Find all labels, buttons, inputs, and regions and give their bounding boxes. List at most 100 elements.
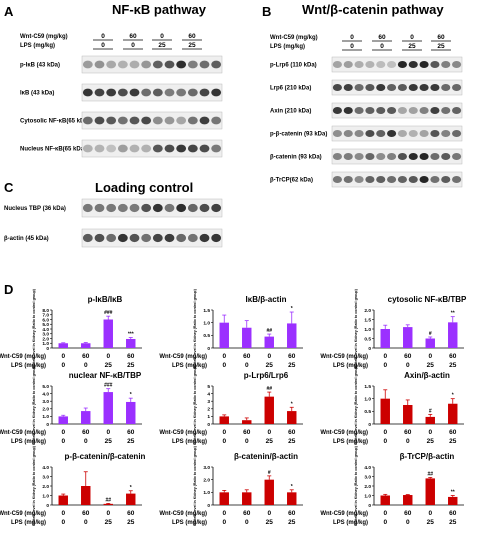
bar xyxy=(126,493,136,505)
panel-b-blot-membrane xyxy=(331,125,463,142)
x-row-label: LPS (mg/kg) xyxy=(333,363,368,369)
panel-c-blot-band xyxy=(141,203,152,213)
panel-a-blot-band xyxy=(164,144,175,153)
bar xyxy=(425,338,435,348)
panel-b-blot-band xyxy=(452,84,462,91)
significance-mark: ### xyxy=(104,383,113,389)
panel-b-blot-band xyxy=(354,130,364,137)
x-lps-value: 0 xyxy=(245,438,249,445)
bar xyxy=(242,327,252,348)
y-tick-label: 0.5 xyxy=(203,333,210,339)
significance-mark: ### xyxy=(104,310,113,316)
panel-b-blot-band xyxy=(365,176,375,183)
panel-b-blot-band xyxy=(419,153,429,160)
y-tick-label: 3.0 xyxy=(42,474,49,480)
y-tick-label: 1 xyxy=(207,414,210,420)
panel-b-blot-band xyxy=(408,107,418,114)
bar xyxy=(242,420,252,424)
x-lps-value: 0 xyxy=(383,438,387,445)
bar xyxy=(448,496,458,505)
panel-a-blot-band xyxy=(164,60,175,69)
panel-b-blot-band xyxy=(387,107,397,114)
x-lps-value: 25 xyxy=(266,362,274,369)
panel-b-blot-membrane xyxy=(331,79,463,96)
y-tick-label: 0.5 xyxy=(364,409,371,415)
panel-b-blot-band xyxy=(430,107,440,114)
y-tick-label: 0 xyxy=(368,503,371,509)
panel-d-charts: p-IκB/IκB Protein level in Kidney (Ratio … xyxy=(0,288,467,526)
x-lps-value: 0 xyxy=(406,438,410,445)
panel-a-blot-membrane xyxy=(81,111,223,130)
bar-chart: cytosolic NF-κB/TBP Protein level in Kidn… xyxy=(320,288,467,369)
panel-c-blot-band xyxy=(117,203,128,213)
x-wnt-value: 0 xyxy=(383,429,387,436)
panel-b-blot-band xyxy=(387,61,397,68)
significance-mark: ** xyxy=(451,490,455,496)
bar xyxy=(242,492,252,505)
panel-a-blot-band xyxy=(82,60,93,69)
x-wnt-value: 0 xyxy=(106,353,110,360)
bar xyxy=(219,416,229,424)
panel-b-blot-band xyxy=(365,130,375,137)
bar xyxy=(425,416,435,424)
panel-b-blot-band xyxy=(387,130,397,137)
panel-a-blot-band xyxy=(199,116,210,125)
panel-b-value: 60 xyxy=(437,34,445,41)
x-row-label: LPS (mg/kg) xyxy=(11,439,46,445)
panel-c-blot-label: β-actin (45 kDa) xyxy=(4,236,49,242)
bar xyxy=(403,405,413,424)
x-lps-value: 0 xyxy=(61,519,65,526)
panel-b-blot-band xyxy=(365,153,375,160)
panel-a-value: 0 xyxy=(101,33,105,40)
panel-c-blot-band xyxy=(129,233,140,243)
bar xyxy=(219,492,229,505)
panel-b-blot-band xyxy=(397,176,407,183)
bar-chart: β-catenin/β-actin Protein level in Kidney… xyxy=(159,445,303,526)
bar xyxy=(287,323,297,348)
y-tick-label: 1.0 xyxy=(203,320,210,326)
panel-a-blot-band xyxy=(187,144,198,153)
y-tick-label: 2.0 xyxy=(42,336,49,342)
panel-a-blot-band xyxy=(94,60,105,69)
panel-c-title: Loading control xyxy=(95,180,193,195)
x-wnt-value: 60 xyxy=(82,353,90,360)
panel-c-blot-band xyxy=(129,203,140,213)
x-lps-value: 25 xyxy=(449,362,457,369)
panel-a-blot-band xyxy=(106,88,117,97)
panel-a-blot-band xyxy=(117,60,128,69)
bar xyxy=(425,478,435,505)
x-lps-value: 0 xyxy=(222,438,226,445)
bar xyxy=(126,338,136,348)
y-tick-label: 5.0 xyxy=(42,384,49,390)
x-row-label: Wnt-C59 (mg/kg) xyxy=(0,354,46,360)
panel-b-blot-band xyxy=(452,176,462,183)
panel-a-blot-membrane xyxy=(81,83,223,102)
panel-b-blot-band xyxy=(397,130,407,137)
x-wnt-value: 60 xyxy=(449,429,457,436)
y-tick-label: 2 xyxy=(207,407,210,413)
y-tick-label: 4.0 xyxy=(42,391,49,397)
panel-b-blot-band xyxy=(376,61,386,68)
bar-chart: IκB/β-actin Protein level in Kidney (Rati… xyxy=(159,288,303,369)
panel-c-blot-label: Nucleus TBP (36 kDa) xyxy=(4,206,66,212)
bar xyxy=(81,411,91,424)
panel-a-blot-band xyxy=(141,144,152,153)
y-tick-label: 2.0 xyxy=(42,407,49,413)
y-tick-label: 0 xyxy=(207,422,210,428)
bar-chart: Axin/β-actin Protein level in Kidney (Rat… xyxy=(320,364,464,445)
panel-a-value: 25 xyxy=(188,42,196,49)
x-lps-value: 25 xyxy=(127,438,135,445)
bar xyxy=(219,322,229,348)
x-row-label: Wnt-C59 (mg/kg) xyxy=(320,430,368,436)
x-lps-value: 0 xyxy=(61,362,65,369)
panel-b-value: 60 xyxy=(378,34,386,41)
x-wnt-value: 0 xyxy=(61,429,65,436)
x-wnt-value: 60 xyxy=(404,429,412,436)
panel-b-blot-label: p-Lrp6 (110 kDa) xyxy=(270,63,317,69)
panel-c-blot-band xyxy=(141,233,152,243)
panel-b-blot-band xyxy=(354,107,364,114)
panel-d-letter: D xyxy=(4,282,13,297)
panel-c-blot-band xyxy=(211,203,222,213)
panel-a-value: 60 xyxy=(129,33,137,40)
panel-c-blot-band xyxy=(164,203,175,213)
